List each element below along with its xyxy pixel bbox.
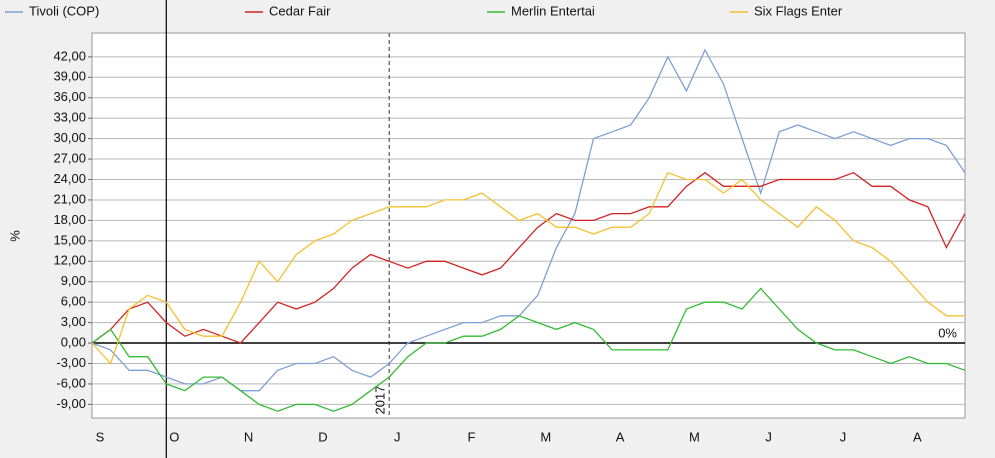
y-tick-label: 9,00	[61, 273, 86, 288]
y-tick-label: 30,00	[53, 130, 86, 145]
y-tick-label: 3,00	[61, 314, 86, 329]
x-tick-label: M	[540, 429, 551, 444]
x-tick-label: D	[318, 429, 327, 444]
series-line	[91, 171, 965, 365]
x-tick-label: J	[394, 429, 401, 444]
legend-label: Six Flags Enter	[754, 3, 843, 18]
x-tick-label: J	[840, 429, 847, 444]
y-tick-label: 18,00	[53, 212, 86, 227]
x-tick-label: O	[169, 429, 179, 444]
x-tick-label: A	[616, 429, 625, 444]
y-tick-label: 33,00	[53, 110, 86, 125]
y-tick-label: 21,00	[53, 191, 86, 206]
series-line	[91, 171, 966, 344]
x-tick-label: A	[913, 429, 922, 444]
legend-label: Cedar Fair	[269, 3, 331, 18]
x-tick-label: F	[468, 429, 476, 444]
legend-label: Merlin Entertai	[511, 3, 595, 18]
x-tick-label: N	[244, 429, 253, 444]
series-line	[91, 287, 966, 412]
legend-label: Tivoli (COP)	[29, 3, 99, 18]
y-tick-label: 15,00	[53, 232, 86, 247]
y-tick-label: 27,00	[53, 150, 86, 165]
x-tick-label: M	[689, 429, 700, 444]
y-tick-label: 0,00	[61, 334, 86, 349]
y-tick-label: 6,00	[61, 294, 86, 309]
year-annotation: 2017	[373, 386, 388, 415]
zero-annotation: 0%	[938, 325, 957, 340]
y-tick-label: 36,00	[53, 89, 86, 104]
y-tick-label: 12,00	[53, 253, 86, 268]
y-axis-label: %	[7, 230, 22, 242]
y-tick-label: -6,00	[56, 375, 86, 390]
x-tick-label: J	[765, 429, 772, 444]
x-tick-label: S	[96, 429, 105, 444]
y-tick-label: 39,00	[53, 69, 86, 84]
y-tick-label: -9,00	[56, 396, 86, 411]
y-tick-label: -3,00	[56, 355, 86, 370]
y-tick-label: 42,00	[53, 48, 86, 63]
plot-area	[91, 32, 966, 419]
y-tick-label: 24,00	[53, 171, 86, 186]
